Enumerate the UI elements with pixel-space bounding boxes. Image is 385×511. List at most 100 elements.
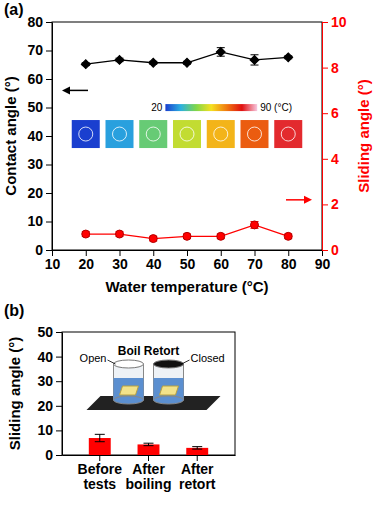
tick: 50 <box>27 99 52 115</box>
y-axis-line <box>52 23 53 251</box>
inset-diagram: Boil RetortOpenClosed <box>80 344 225 410</box>
tick-label: Beforetests <box>78 461 123 492</box>
tick: 0 <box>45 447 62 463</box>
droplet-outline <box>113 127 127 141</box>
plot-frame <box>62 332 235 455</box>
tick-mark <box>46 222 52 223</box>
marker <box>216 47 225 56</box>
tick-label: 90 <box>315 256 331 272</box>
tick-mark <box>46 108 52 109</box>
y-axis: 01020304050607080 <box>27 14 52 258</box>
tick-label: 20 <box>37 398 53 414</box>
tick-label-line: tests <box>83 476 116 492</box>
marker <box>149 58 158 67</box>
tick-label: 30 <box>112 256 128 272</box>
x-axis: BeforetestsAfterboilingAfterretort <box>63 455 236 492</box>
marker <box>116 230 124 238</box>
droplet-outline <box>79 127 93 141</box>
tick-label: 2 <box>331 196 339 212</box>
tick-label: 6 <box>331 105 339 121</box>
tick-label: 50 <box>37 324 53 340</box>
tick-mark <box>46 136 52 137</box>
tick: 40 <box>37 349 62 365</box>
droplet-outline <box>180 127 194 141</box>
tick: 30 <box>27 156 52 172</box>
tick: 4 <box>322 151 339 167</box>
panel-label: (a) <box>4 1 24 18</box>
tick-label: 10 <box>45 256 61 272</box>
tick-label: 0 <box>331 242 339 258</box>
panel-label: (b) <box>4 302 24 319</box>
tick-mark <box>322 159 328 160</box>
container-body <box>114 364 144 400</box>
marker <box>183 232 191 240</box>
error-bar-part <box>192 446 202 447</box>
tick: 10 <box>45 250 61 272</box>
tick-label-line: After <box>132 461 165 477</box>
marker <box>82 230 90 238</box>
tick-label: 10 <box>37 422 53 438</box>
tick-mark <box>46 22 52 23</box>
plot-frame <box>52 22 322 250</box>
tick: 20 <box>37 398 62 414</box>
panel-a: (a)1020304050607080900102030405060708002… <box>2 1 372 295</box>
marker <box>251 221 259 229</box>
thermal-image <box>72 120 100 148</box>
tick: 60 <box>213 250 229 272</box>
colorbar-label: 90 (°C) <box>260 102 292 113</box>
error-bar <box>217 48 225 57</box>
error-bar <box>95 434 105 441</box>
thermal-image <box>106 120 134 148</box>
tick-label: 10 <box>331 14 347 30</box>
figure: (a)1020304050607080900102030405060708002… <box>0 0 385 511</box>
tick-label: Afterboiling <box>126 461 172 492</box>
arrow <box>286 199 306 201</box>
tick: 0 <box>35 242 52 258</box>
inset-label: Closed <box>191 352 225 364</box>
tick: 2 <box>322 196 339 212</box>
error-bar-part <box>144 443 154 444</box>
tick-mark <box>56 332 62 333</box>
tick-mark <box>56 406 62 407</box>
tick-label: 60 <box>27 71 43 87</box>
tick: 70 <box>247 250 263 272</box>
marker <box>183 58 192 67</box>
tick-label-line: retort <box>179 476 216 492</box>
bar <box>138 444 160 455</box>
error-bar <box>144 443 154 445</box>
y-axis-line <box>62 333 63 456</box>
tick-label: 8 <box>331 60 339 76</box>
thermal-image <box>139 120 167 148</box>
arrow-head <box>62 86 70 94</box>
tick-label: Afterretort <box>179 461 216 492</box>
error-bar-part <box>99 434 100 441</box>
marker <box>250 55 259 64</box>
tick-label: 4 <box>331 151 339 167</box>
y-axis: 0 10 20 30 40 50 <box>37 324 62 463</box>
error-bar-part <box>95 441 105 442</box>
arrow-head <box>304 196 312 204</box>
droplet-outline <box>248 127 262 141</box>
tick: 60 <box>27 71 52 87</box>
error-bar-part <box>144 445 154 446</box>
tick-mark <box>46 51 52 52</box>
tick: Afterretort <box>179 455 216 492</box>
tick-mark <box>46 250 52 251</box>
marker <box>149 235 157 243</box>
tick-label: 70 <box>27 42 43 58</box>
tick-mark <box>46 165 52 166</box>
tick: 30 <box>37 373 62 389</box>
plot-marks <box>89 434 208 455</box>
tick-label: 60 <box>213 256 229 272</box>
sample <box>160 386 179 395</box>
y-axis-title: Sliding angle (°) <box>6 337 23 451</box>
leader-line <box>108 360 116 364</box>
tick: 20 <box>78 250 94 272</box>
tick-label: 70 <box>247 256 263 272</box>
tick-mark <box>46 193 52 194</box>
y2-axis-line <box>322 23 323 251</box>
tick: 6 <box>322 105 339 121</box>
tick-mark <box>322 250 328 251</box>
tick: 10 <box>322 14 347 30</box>
lid <box>154 360 184 368</box>
